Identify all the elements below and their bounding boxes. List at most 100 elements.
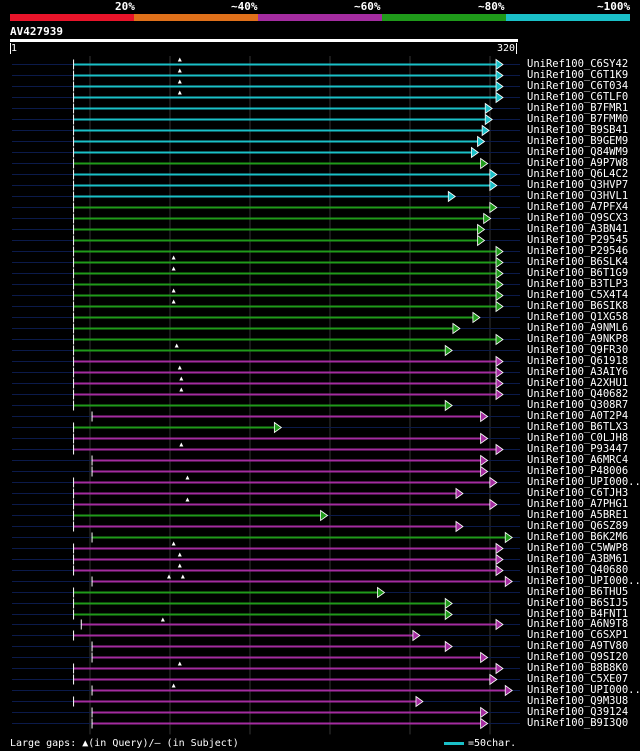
hit-label[interactable]: UniRef100_B9GEM9 — [527, 134, 629, 147]
hit-arrowhead — [452, 322, 461, 335]
hit-label[interactable]: UniRef100_B9SB41 — [527, 123, 629, 136]
hit-label[interactable]: UniRef100_B8B8K0 — [527, 661, 629, 674]
hit-arrowhead — [484, 102, 493, 115]
ruler-start-label: 1 — [11, 43, 18, 54]
hit-arrowhead — [495, 278, 504, 291]
hit-label[interactable]: UniRef100_UPI000... — [527, 475, 640, 488]
hit-arrowhead — [495, 333, 504, 346]
hit-label[interactable]: UniRef100_B6SLK4 — [527, 255, 629, 268]
hit-label[interactable]: UniRef100_Q40682 — [527, 387, 629, 400]
hit-label[interactable]: UniRef100_Q6SZ89 — [527, 519, 629, 532]
hit-label[interactable]: UniRef100_A7PFX4 — [527, 200, 629, 213]
hit-label[interactable]: UniRef100_P48006 — [527, 464, 629, 477]
hit-arrowhead — [495, 662, 504, 675]
hit-label[interactable]: UniRef100_Q9SCX3 — [527, 211, 629, 224]
scale-label: ~80% — [478, 0, 505, 13]
hit-label[interactable]: UniRef100_C6SY42 — [527, 57, 629, 70]
hit-arrowhead — [320, 509, 329, 522]
hit-label[interactable]: UniRef100_A3AIY6 — [527, 365, 629, 378]
hit-label[interactable]: UniRef100_Q9M3U8 — [527, 694, 629, 707]
hit-label[interactable]: UniRef100_P29545 — [527, 233, 629, 246]
hit-label[interactable]: UniRef100_UPI000... — [527, 574, 640, 587]
hit-label[interactable]: UniRef100_C6T034 — [527, 79, 629, 92]
hit-label[interactable]: UniRef100_Q1XG58 — [527, 310, 629, 323]
hit-label[interactable]: UniRef100_UPI000... — [527, 683, 640, 696]
hit-arrowhead — [455, 520, 464, 533]
hit-arrowhead — [489, 201, 498, 214]
hit-label[interactable]: UniRef100_A7PHG1 — [527, 497, 629, 510]
hit-arrowhead — [495, 542, 504, 555]
hit-label[interactable]: UniRef100_B6THU5 — [527, 585, 629, 598]
hit-arrowhead — [477, 135, 486, 148]
hit-label[interactable]: UniRef100_A2XHU1 — [527, 376, 629, 389]
hit-arrowhead — [480, 157, 489, 170]
gap-marker — [171, 299, 176, 304]
hit-label[interactable]: UniRef100_Q3HVP7 — [527, 178, 629, 191]
scale-segment-orange — [134, 14, 258, 21]
scale-legend-text: =50char. — [468, 738, 517, 749]
gap-marker — [171, 266, 176, 271]
hit-label[interactable]: UniRef100_P93447 — [527, 442, 629, 455]
hit-label[interactable]: UniRef100_B4FNT1 — [527, 607, 629, 620]
hit-label[interactable]: UniRef100_Q9FR30 — [527, 343, 629, 356]
hit-label[interactable]: UniRef100_A6N9T8 — [527, 617, 629, 630]
hit-arrowhead — [483, 212, 492, 225]
hit-arrowhead — [495, 366, 504, 379]
hit-label[interactable]: UniRef100_A9TV80 — [527, 639, 629, 652]
hit-arrowhead — [495, 377, 504, 390]
hit-label[interactable]: UniRef100_A9NKP8 — [527, 332, 629, 345]
hit-label[interactable]: UniRef100_C0LJH8 — [527, 431, 629, 444]
hit-label[interactable]: UniRef100_A5BRE1 — [527, 508, 629, 521]
hit-arrowhead — [480, 432, 489, 445]
hit-label[interactable]: UniRef100_B6SIJ5 — [527, 596, 629, 609]
hit-label[interactable]: UniRef100_Q6L4C2 — [527, 167, 629, 180]
hit-label[interactable]: UniRef100_C6TJH3 — [527, 486, 629, 499]
hit-arrowhead — [489, 673, 498, 686]
hit-label[interactable]: UniRef100_B3TLP3 — [527, 277, 629, 290]
hit-label[interactable]: UniRef100_B6TLX3 — [527, 420, 629, 433]
hit-label[interactable]: UniRef100_Q3HVL1 — [527, 189, 629, 202]
hit-label[interactable]: UniRef100_B7FMR1 — [527, 101, 629, 114]
hit-arrowhead — [444, 597, 453, 610]
hit-label[interactable]: UniRef100_A9NML6 — [527, 321, 629, 334]
hit-label[interactable]: UniRef100_Q84WM9 — [527, 145, 629, 158]
hit-label[interactable]: UniRef100_Q9SI20 — [527, 650, 629, 663]
hit-label[interactable]: UniRef100_A0T2P4 — [527, 409, 629, 422]
gap-marker — [185, 497, 190, 502]
hit-arrowhead — [480, 454, 489, 467]
hit-label[interactable]: UniRef100_A6MRC4 — [527, 453, 629, 466]
hit-label[interactable]: UniRef100_B9I3Q0 — [527, 716, 629, 729]
hit-label[interactable]: UniRef100_P29546 — [527, 244, 629, 257]
hit-label[interactable]: UniRef100_C6SXP1 — [527, 628, 629, 641]
hit-label[interactable]: UniRef100_C5XE07 — [527, 672, 629, 685]
hit-label[interactable]: UniRef100_B6T1G9 — [527, 266, 629, 279]
hit-arrowhead — [480, 717, 489, 730]
gap-marker — [185, 475, 190, 480]
query-title: AV427939 — [10, 25, 63, 38]
hit-label[interactable]: UniRef100_Q39124 — [527, 705, 629, 718]
hit-label[interactable]: UniRef100_B6K2M6 — [527, 530, 629, 543]
hit-label[interactable]: UniRef100_C6T1K9 — [527, 68, 629, 81]
gap-marker — [177, 68, 182, 73]
gap-marker — [171, 683, 176, 688]
gap-marker — [177, 90, 182, 95]
hit-label[interactable]: UniRef100_Q61918 — [527, 354, 629, 367]
hit-label[interactable]: UniRef100_C6TLF0 — [527, 90, 629, 103]
scale-segment-red — [10, 14, 134, 21]
scale-segment-green — [382, 14, 506, 21]
gap-marker — [177, 563, 182, 568]
hit-label[interactable]: UniRef100_Q308R7 — [527, 398, 629, 411]
hit-arrowhead — [480, 706, 489, 719]
hit-label[interactable]: UniRef100_A9P7W8 — [527, 156, 629, 169]
hit-label[interactable]: UniRef100_A3BN41 — [527, 222, 629, 235]
gap-marker — [166, 574, 171, 579]
ruler-end-label: 320 — [497, 43, 516, 54]
hit-label[interactable]: UniRef100_A3BM61 — [527, 552, 629, 565]
hit-arrowhead — [495, 267, 504, 280]
hit-label[interactable]: UniRef100_B6SIK8 — [527, 299, 629, 312]
hit-label[interactable]: UniRef100_C5X4T4 — [527, 288, 629, 301]
hit-label[interactable]: UniRef100_C5WWP8 — [527, 541, 629, 554]
hit-label[interactable]: UniRef100_Q40680 — [527, 563, 629, 576]
hit-arrowhead — [495, 256, 504, 269]
hit-label[interactable]: UniRef100_B7FMM0 — [527, 112, 629, 125]
